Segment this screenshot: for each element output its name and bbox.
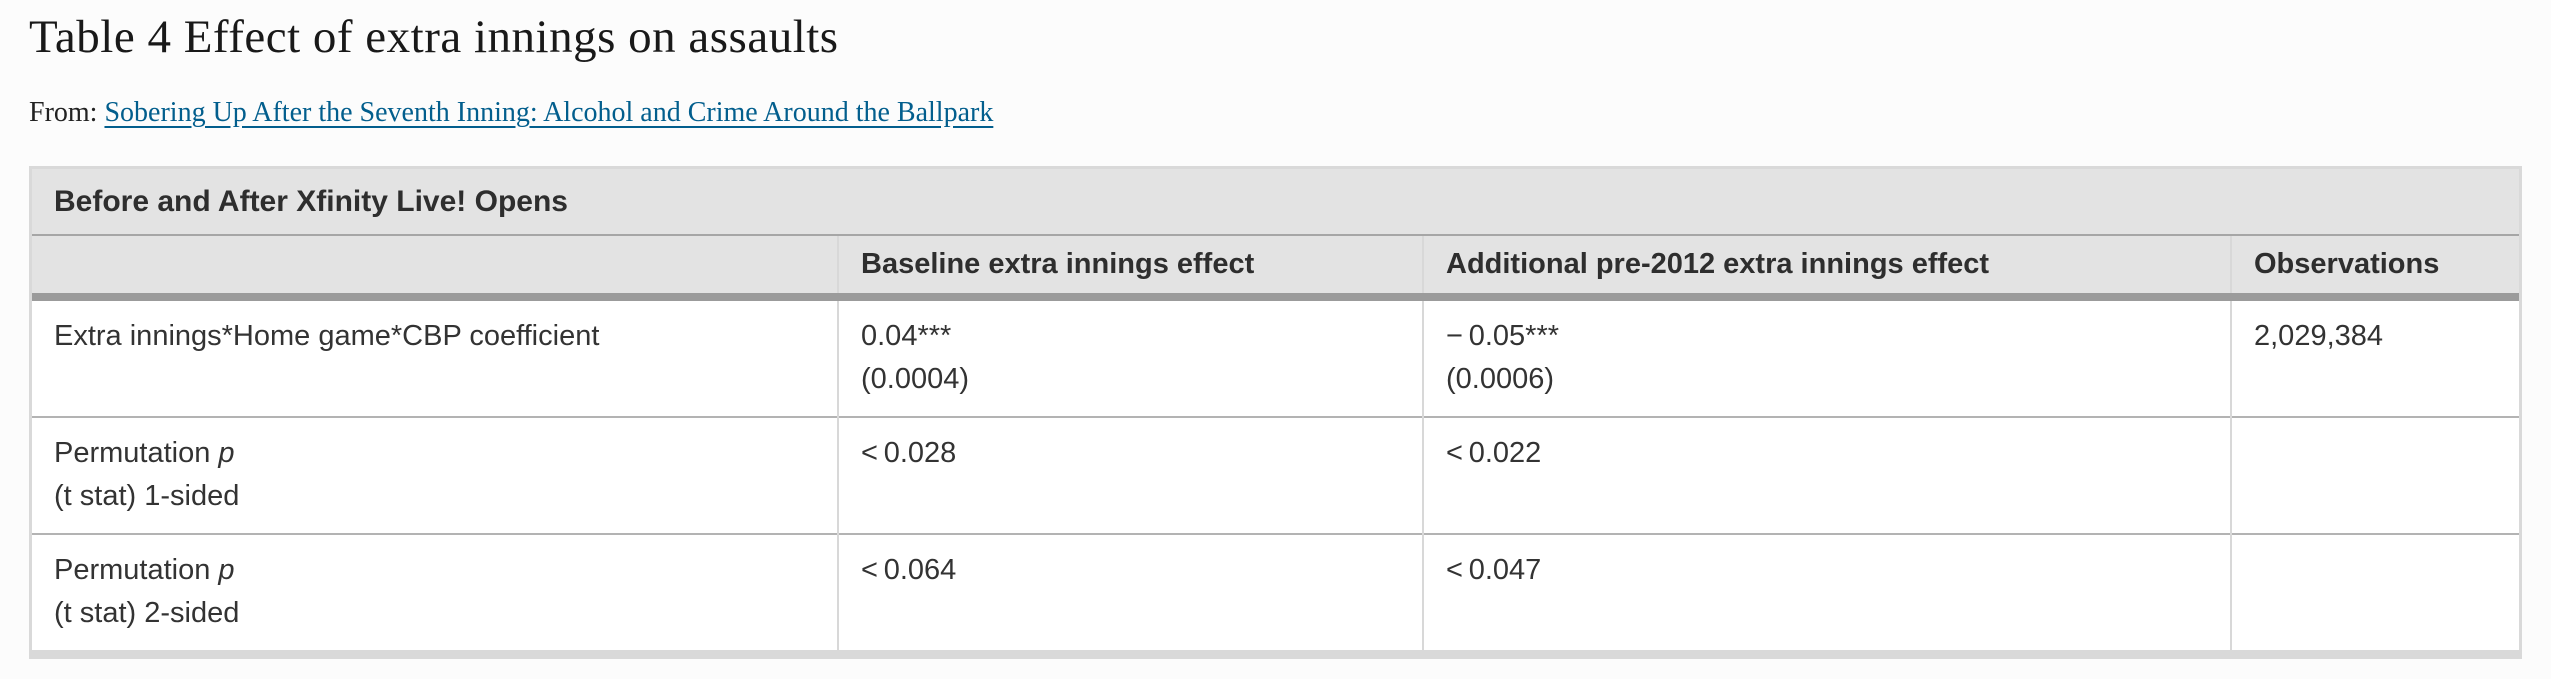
effect-of-extra-innings-table: Before and After Xfinity Live! Opens Bas…	[32, 168, 2519, 650]
coefficient-value: 0.04***	[861, 319, 952, 352]
baseline-effect-cell: 0.04*** (0.0004)	[837, 296, 1423, 417]
standard-error: (0.0006)	[1446, 363, 1555, 396]
p-value: < 0.022	[1446, 436, 1542, 469]
p-value: < 0.028	[861, 436, 957, 469]
column-header-observations: Observations	[2230, 234, 2519, 301]
from-label: From:	[29, 96, 98, 128]
table-row-coefficient: Extra innings*Home game*CBP coefficient …	[32, 296, 2519, 417]
additional-effect-cell: < 0.022	[1422, 415, 2231, 534]
additional-effect-cell: < 0.047	[1422, 532, 2231, 650]
additional-effect-cell: − 0.05*** (0.0006)	[1422, 296, 2231, 417]
row-label: Permutation	[54, 553, 219, 586]
observations-value: 2,029,384	[2254, 319, 2384, 352]
baseline-effect-cell: < 0.028	[837, 415, 1423, 534]
table-container: Before and After Xfinity Live! Opens Bas…	[29, 165, 2522, 659]
observations-cell	[2230, 415, 2519, 534]
column-header-baseline-effect: Baseline extra innings effect	[837, 234, 1423, 301]
row-label-line2: (t stat) 1-sided	[54, 480, 240, 513]
row-label-italic: p	[218, 436, 235, 469]
observations-cell: 2,029,384	[2230, 296, 2519, 417]
observations-cell	[2230, 532, 2519, 650]
table-group-header: Before and After Xfinity Live! Opens	[32, 168, 2519, 236]
column-header-empty	[32, 234, 838, 301]
row-label-cell: Permutation p (t stat) 1-sided	[32, 415, 838, 534]
baseline-effect-cell: < 0.064	[837, 532, 1423, 650]
row-label-cell: Extra innings*Home game*CBP coefficient	[32, 296, 838, 417]
row-label: Extra innings*Home game*CBP coefficient	[54, 319, 600, 352]
row-label-cell: Permutation p (t stat) 2-sided	[32, 532, 838, 650]
p-value: < 0.047	[1446, 553, 1542, 586]
row-label-italic: p	[218, 553, 235, 586]
table-row-permutation-2-sided: Permutation p (t stat) 2-sided < 0.064 <…	[32, 532, 2519, 650]
table-row-permutation-1-sided: Permutation p (t stat) 1-sided < 0.028 <…	[32, 415, 2519, 534]
coefficient-value: − 0.05***	[1446, 319, 1560, 352]
table-column-header-row: Baseline extra innings effect Additional…	[32, 234, 2519, 301]
row-label: Permutation	[54, 436, 219, 469]
from-line: From: Sobering Up After the Seventh Inni…	[29, 97, 2522, 129]
standard-error: (0.0004)	[861, 363, 970, 396]
column-header-additional-effect: Additional pre-2012 extra innings effect	[1422, 234, 2231, 301]
page-content: Table 4 Effect of extra innings on assau…	[29, 11, 2522, 659]
table-group-header-row: Before and After Xfinity Live! Opens	[32, 168, 2519, 236]
source-article-link[interactable]: Sobering Up After the Seventh Inning: Al…	[104, 96, 994, 128]
p-value: < 0.064	[861, 553, 957, 586]
page-title: Table 4 Effect of extra innings on assau…	[29, 11, 839, 63]
row-label-line2: (t stat) 2-sided	[54, 597, 240, 630]
